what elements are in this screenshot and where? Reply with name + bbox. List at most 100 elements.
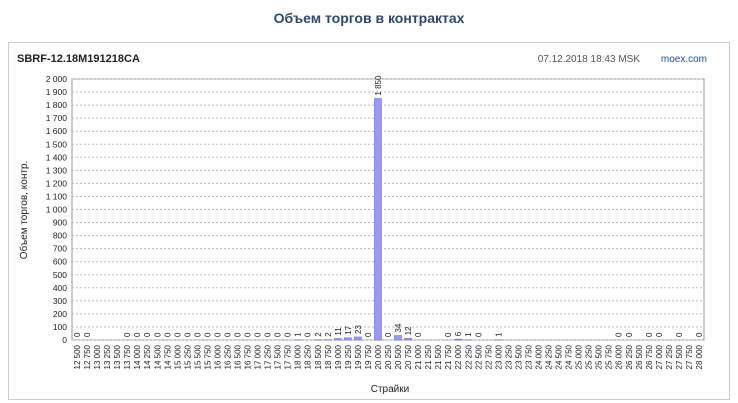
data-label: 0 [444, 332, 453, 337]
x-tick-label: 21 000 [414, 344, 423, 369]
x-tick-label: 14 000 [133, 344, 142, 369]
chart-frame [8, 42, 730, 400]
y-tick-label: 800 [53, 231, 67, 241]
data-label: 0 [364, 332, 373, 337]
x-tick-label: 16 250 [223, 344, 232, 369]
data-label: 0 [474, 332, 483, 337]
bar [454, 338, 463, 341]
data-label: 0 [274, 332, 283, 337]
y-tick-label: 700 [53, 244, 67, 254]
x-tick-label: 24 250 [545, 344, 554, 369]
source-link[interactable]: moex.com [661, 54, 707, 65]
x-tick-label: 28 000 [695, 344, 704, 369]
x-axis-label: Страйки [371, 384, 409, 395]
x-tick-label: 15 500 [193, 344, 202, 369]
data-label: 0 [163, 332, 172, 337]
bar [394, 335, 402, 341]
x-tick-label: 21 250 [424, 344, 433, 369]
y-tick-label: 0 [62, 335, 67, 345]
x-tick-label: 16 750 [244, 344, 253, 369]
x-tick-label: 20 000 [374, 344, 383, 369]
x-tick-label: 12 500 [73, 344, 82, 369]
x-tick-label: 27 000 [655, 344, 664, 369]
y-tick-label: 1 200 [46, 178, 68, 188]
x-tick-label: 21 750 [444, 344, 453, 369]
data-label: 0 [153, 332, 162, 337]
x-tick-label: 15 250 [183, 344, 192, 369]
x-tick-label: 19 750 [364, 344, 373, 369]
x-tick-label: 15 000 [173, 344, 182, 369]
x-tick-label: 18 500 [314, 344, 323, 369]
data-label: 0 [203, 332, 212, 337]
data-label: 0 [304, 332, 313, 337]
data-label: 0 [254, 332, 263, 337]
data-label: 11 [334, 327, 343, 336]
x-tick-label: 22 000 [454, 344, 463, 369]
x-tick-label: 18 000 [294, 344, 303, 369]
x-tick-label: 17 250 [264, 344, 273, 369]
bar [354, 336, 362, 341]
data-label: 1 [294, 332, 303, 337]
x-tick-label: 22 750 [484, 344, 493, 369]
x-tick-label: 18 750 [324, 344, 333, 369]
data-label: 0 [645, 332, 654, 337]
data-label: 0 [223, 332, 232, 337]
y-tick-label: 1 500 [46, 139, 68, 149]
x-tick-label: 16 000 [213, 344, 222, 369]
x-tick-label: 13 250 [103, 344, 112, 369]
y-tick-label: 1 600 [46, 126, 68, 136]
bar [334, 338, 342, 341]
data-label: 0 [73, 332, 82, 337]
x-tick-label: 20 750 [404, 344, 413, 369]
x-tick-label: 14 500 [153, 344, 162, 369]
data-label: 2 [314, 332, 323, 337]
x-tick-label: 23 750 [524, 344, 533, 369]
y-tick-label: 2 000 [46, 74, 68, 84]
x-tick-label: 19 250 [344, 344, 353, 369]
x-tick-label: 27 500 [675, 344, 684, 369]
x-tick-label: 17 500 [274, 344, 283, 369]
x-tick-label: 20 500 [394, 344, 403, 369]
x-tick-label: 19 000 [334, 344, 343, 369]
x-tick-label: 27 250 [665, 344, 674, 369]
y-tick-label: 600 [53, 257, 67, 267]
data-label: 0 [384, 332, 393, 337]
x-tick-label: 26 000 [615, 344, 624, 369]
data-label: 0 [264, 332, 273, 337]
y-tick-label: 1 100 [46, 191, 68, 201]
x-tick-label: 22 250 [464, 344, 473, 369]
x-tick-label: 13 500 [113, 344, 122, 369]
x-tick-label: 26 750 [645, 344, 654, 369]
x-tick-label: 25 500 [595, 344, 604, 369]
x-tick-label: 25 750 [605, 344, 614, 369]
y-tick-label: 1 300 [46, 165, 68, 175]
timestamp: 07.12.2018 18:43 MSK [538, 54, 641, 65]
x-tick-label: 21 500 [434, 344, 443, 369]
x-tick-label: 22 500 [474, 344, 483, 369]
data-label: 23 [354, 325, 363, 334]
x-tick-label: 26 250 [625, 344, 634, 369]
y-tick-label: 500 [53, 270, 67, 280]
y-tick-label: 900 [53, 218, 67, 228]
y-tick-label: 1 000 [46, 205, 68, 215]
x-tick-label: 27 750 [685, 344, 694, 369]
x-tick-label: 16 500 [234, 344, 243, 369]
y-tick-label: 1 900 [46, 87, 68, 97]
chart-title: SBRF-12.18M191218CA [17, 53, 140, 65]
data-label: 1 [464, 332, 473, 337]
y-tick-label: 1 800 [46, 100, 68, 110]
data-label: 0 [695, 332, 704, 337]
x-tick-label: 23 250 [504, 344, 513, 369]
x-tick-label: 23 500 [514, 344, 523, 369]
bar [344, 337, 352, 341]
x-tick-label: 24 000 [534, 344, 543, 369]
data-label: 1 [494, 332, 503, 337]
data-label: 0 [234, 332, 243, 337]
x-tick-label: 13 750 [123, 344, 132, 369]
page-title: Объем торгов в контрактах [273, 10, 465, 26]
data-label: 0 [625, 332, 634, 337]
data-label: 2 [324, 332, 333, 337]
x-tick-label: 24 500 [555, 344, 564, 369]
